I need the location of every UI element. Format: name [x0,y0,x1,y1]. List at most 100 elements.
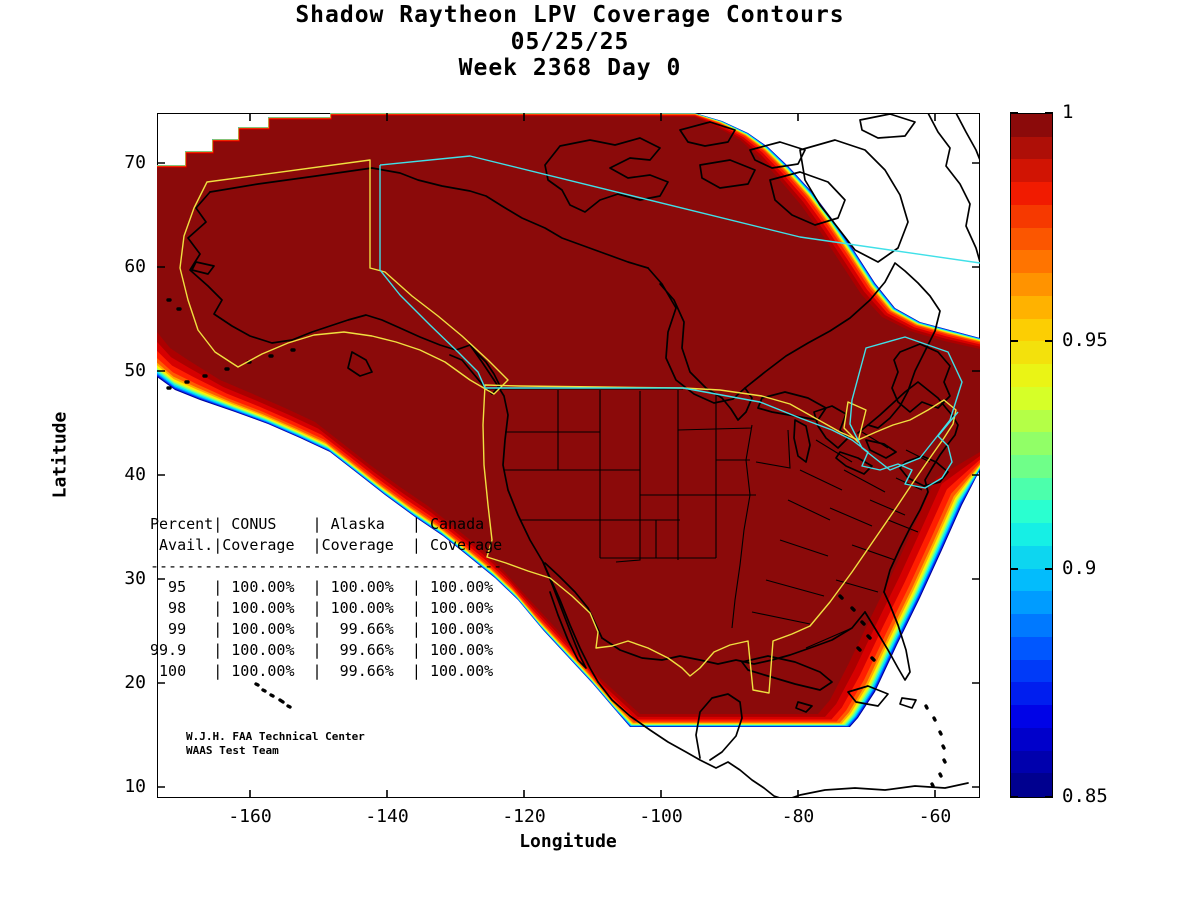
x-tick-label--60: -60 [918,806,952,827]
colorbar [1010,113,1053,798]
colorbar-band-2 [1011,159,1052,184]
alaska-coastline [187,191,501,395]
colorbar-band-26 [1011,705,1052,729]
colorbar-band-21 [1011,591,1052,616]
colorbar-label-0.95: 0.95 [1062,329,1108,351]
coverage-core-region [157,116,980,714]
us-mexico-border [544,562,603,639]
bahamas [838,594,876,662]
credit-line-2: WAAS Test Team [186,744,279,757]
colorbar-band-23 [1011,636,1052,661]
cuba [741,655,833,691]
colorbar-tick-1-right [1045,112,1053,114]
lake-erie [835,451,873,475]
coverage-map [157,113,980,798]
conus-boundary [482,384,957,694]
east-coast [857,381,959,593]
coverage-table-line-5: 99 | 100.00% | 99.66% | 100.00% [150,620,494,638]
colorbar-band-25 [1011,682,1052,707]
colorbar-band-8 [1011,295,1052,320]
lake-michigan [793,419,811,463]
y-tick-label-50: 50 [124,360,146,381]
colorbar-tick-0.9-right [1045,568,1053,570]
colorbar-band-17 [1011,500,1052,525]
figure-date: 05/25/25 [510,29,630,55]
west-coast [469,344,552,581]
colorbar-label-0.85: 0.85 [1062,785,1108,807]
newfoundland [891,343,951,413]
canada-boundary-newfoundland [849,336,963,471]
coverage-table-line-0: Percent| CONUS | Alaska | Canada [150,515,485,533]
colorbar-band-3 [1011,182,1052,206]
colorbar-band-7 [1011,273,1052,297]
figure-week-day: Week 2368 Day 0 [458,55,682,81]
x-tick-label--160: -160 [228,806,272,827]
baja-california [542,561,599,683]
credit-text: W.J.H. FAA Technical Center WAAS Test Te… [186,730,365,758]
aleutian-islands [166,298,296,390]
colorbar-tick-0.85-right [1045,796,1053,798]
x-tick-label--120: -120 [502,806,546,827]
y-tick-label-20: 20 [124,672,146,693]
jamaica [795,701,813,713]
florida-peninsula [864,591,911,681]
y-tick-label-10: 10 [124,776,146,797]
y-axis-label: Latitude [49,411,71,499]
colorbar-band-22 [1011,614,1052,638]
labrador-coastline [744,262,941,429]
colorbar-band-12 [1011,386,1052,411]
coverage-table-line-4: 98 | 100.00% | 100.00% | 100.00% [150,599,494,617]
coverage-table-line-3: 95 | 100.00% | 100.00% | 100.00% [150,578,494,596]
arctic-coastline [209,167,649,269]
arctic-islands [544,121,806,213]
y-tick-label-30: 30 [124,568,146,589]
x-tick-label--100: -100 [639,806,683,827]
colorbar-tick-0.85-left [1010,796,1018,798]
hawaii-islands [254,682,292,709]
colorbar-band-14 [1011,432,1052,456]
coverage-table-line-2: --------------------------------------- [150,557,503,575]
colorbar-band-11 [1011,364,1052,388]
coverage-statistics-table: Percent| CONUS | Alaska | Canada Avail.|… [150,514,502,682]
x-tick-label--80: -80 [781,806,815,827]
figure-title-block: Shadow Raytheon LPV Coverage Contours 05… [0,2,1140,81]
colorbar-label-0.9: 0.9 [1062,557,1097,579]
colorbar-band-27 [1011,727,1052,752]
colorbar-tick-1-left [1010,112,1018,114]
colorbar-band-19 [1011,545,1052,570]
coverage-table-line-7: 100 | 100.00% | 99.66% | 100.00% [150,662,494,680]
hudson-bay-coastline [647,267,753,421]
colorbar-band-13 [1011,409,1052,434]
coverage-table-line-6: 99.9 | 100.00% | 99.66% | 100.00% [150,641,494,659]
colorbar-band-16 [1011,477,1052,502]
coverage-table-line-1: Avail.|Coverage |Coverage | Coverage [150,536,503,554]
canada-boundary-north [379,155,980,264]
y-tick-label-40: 40 [124,464,146,485]
axis-tick-marks [157,113,980,798]
colorbar-band-15 [1011,455,1052,479]
credit-line-1: W.J.H. FAA Technical Center [186,730,365,743]
colorbar-band-6 [1011,250,1052,275]
y-tick-label-60: 60 [124,256,146,277]
alaska-boundary [179,159,509,395]
colorbar-tick-0.95-left [1010,340,1018,342]
gulf-coast [601,611,866,665]
colorbar-label-1: 1 [1062,101,1074,123]
nova-scotia-boundary [843,401,867,443]
greenland-coastline [927,113,980,263]
lesser-antilles [924,704,947,788]
x-axis-label: Longitude [519,831,617,852]
colorbar-band-1 [1011,136,1052,161]
x-tick-label--140: -140 [365,806,409,827]
state-boundaries [485,388,931,649]
colorbar-band-28 [1011,750,1052,775]
colorbar-band-0 [1011,114,1052,138]
colorbar-band-10 [1011,341,1052,366]
figure-title: Shadow Raytheon LPV Coverage Contours [295,2,845,28]
colorbar-band-5 [1011,227,1052,252]
y-tick-label-70: 70 [124,152,146,173]
coverage-contour-bands [157,113,980,727]
kodiak-island [191,261,373,377]
colorbar-tick-0.9-left [1010,568,1018,570]
